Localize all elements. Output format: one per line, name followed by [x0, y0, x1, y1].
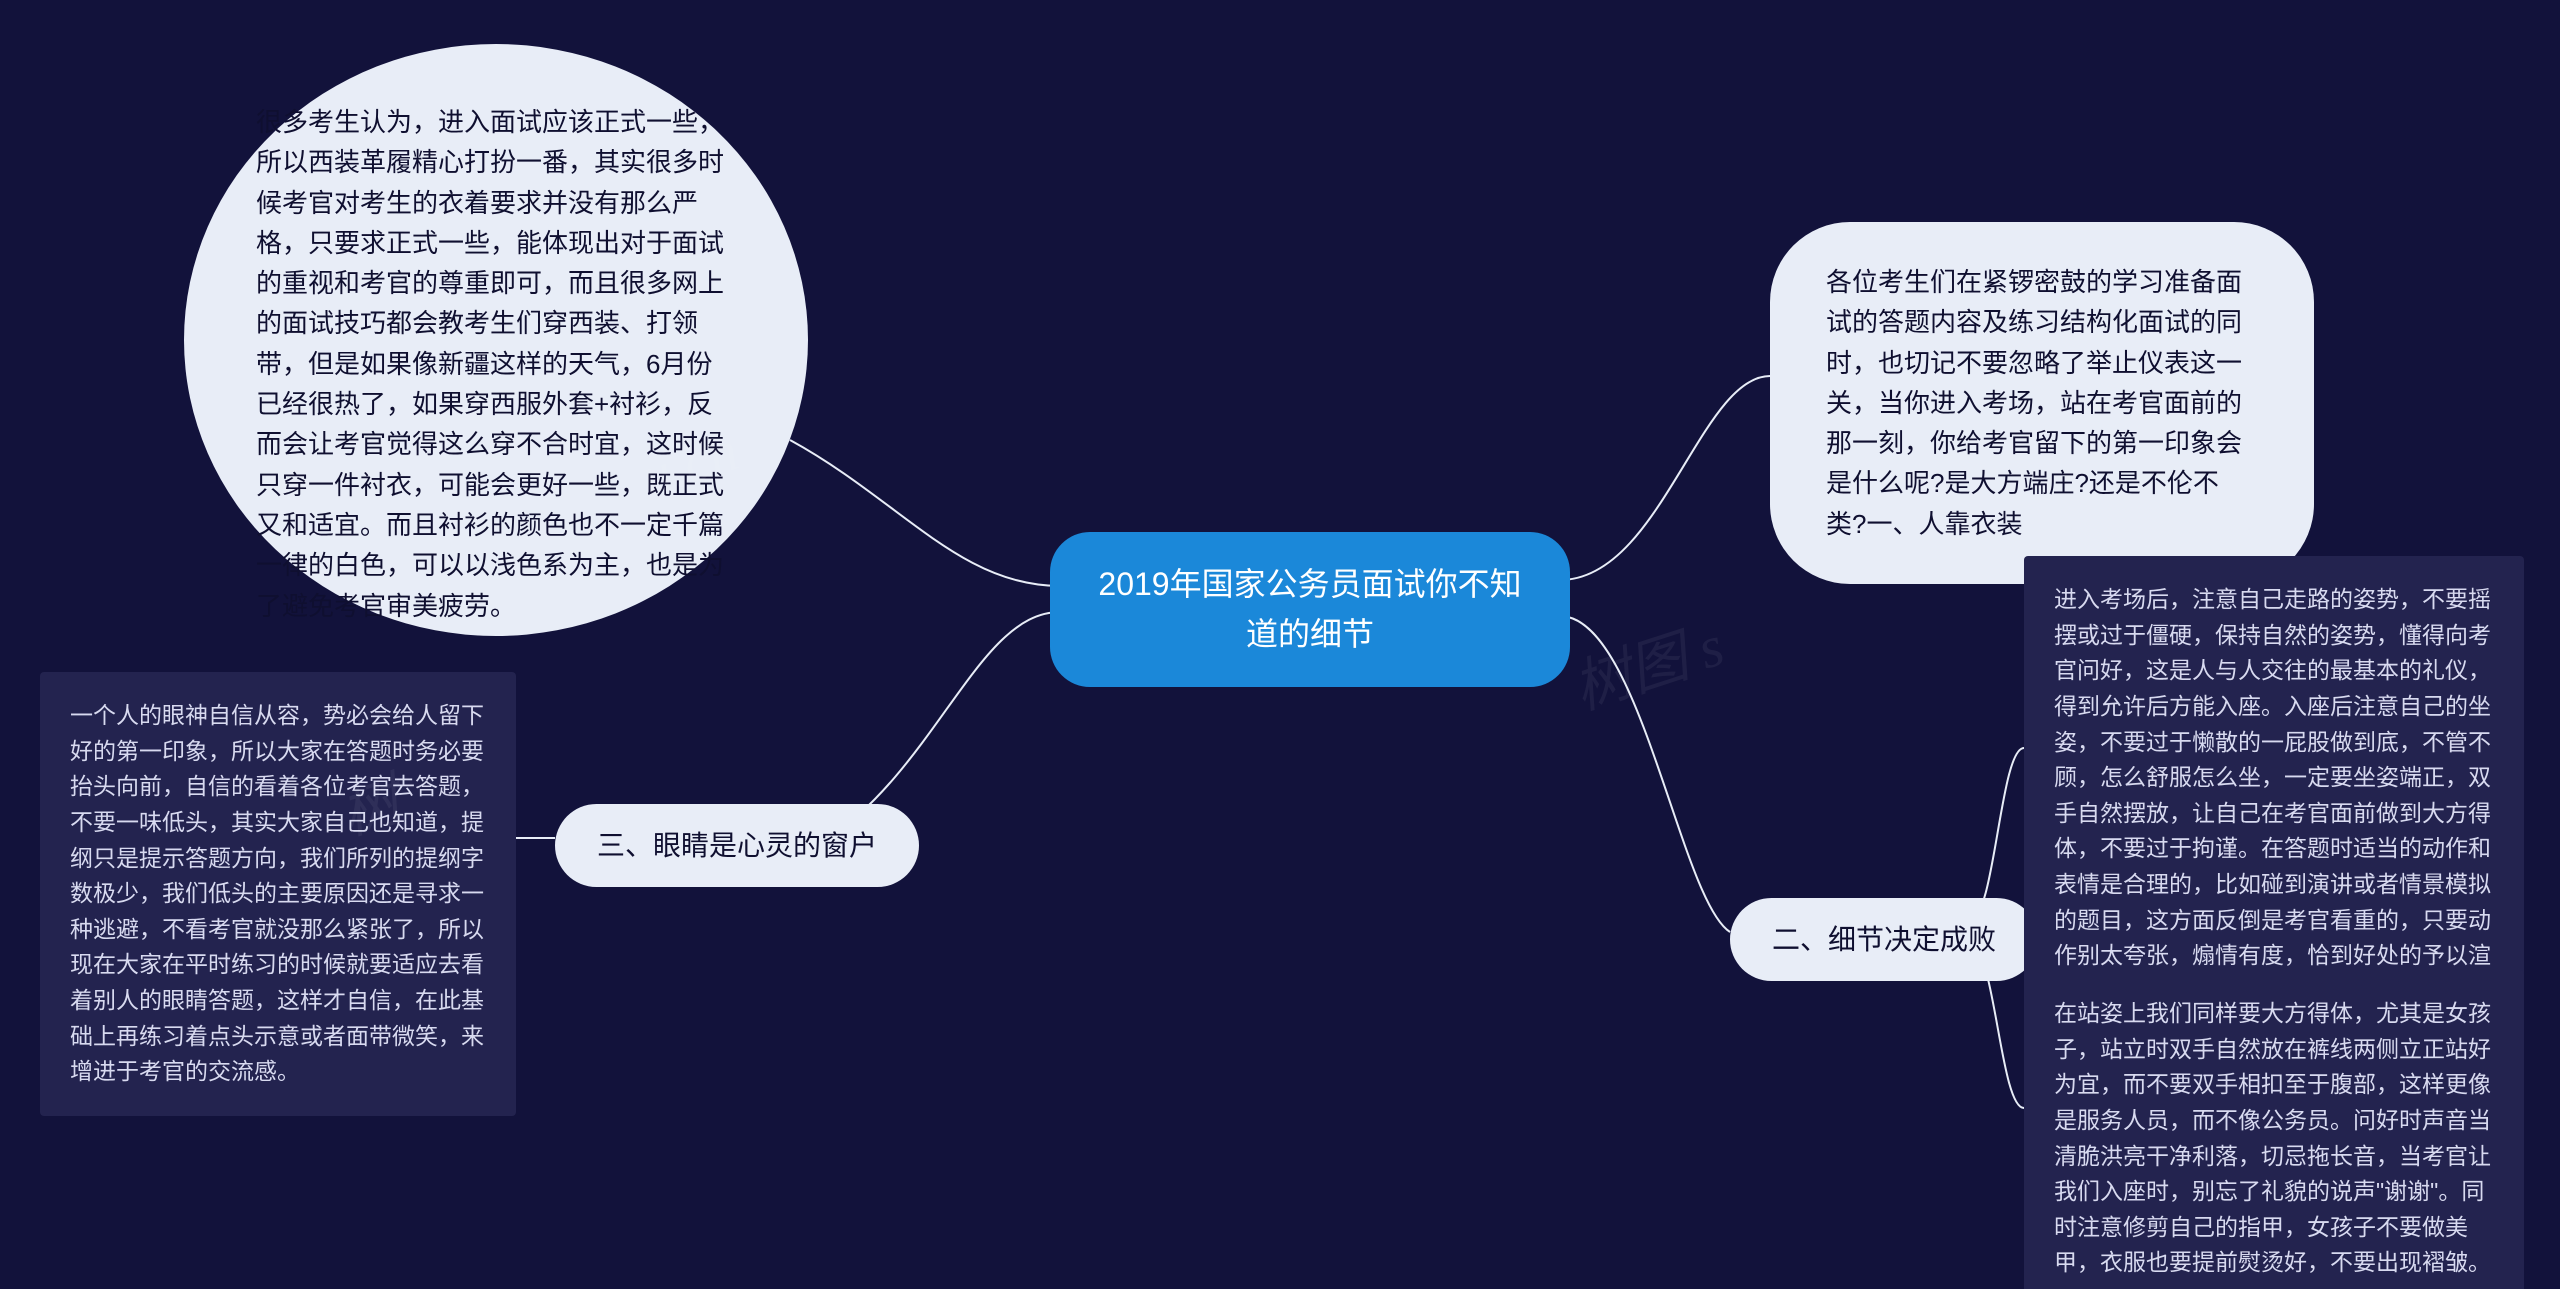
- leaf-left-bottom-1[interactable]: 一个人的眼神自信从容，势必会给人留下好的第一印象，所以大家在答题时务必要抬头向前…: [40, 672, 516, 1116]
- leaf-right-top[interactable]: 各位考生们在紧锣密鼓的学习准备面试的答题内容及练习结构化面试的同时，也切记不要忽…: [1770, 222, 2314, 584]
- center-topic[interactable]: 2019年国家公务员面试你不知道的细节: [1050, 532, 1570, 687]
- leaf-right-bottom-2[interactable]: 在站姿上我们同样要大方得体，尤其是女孩子，站立时双手自然放在裤线两侧立正站好为宜…: [2024, 970, 2524, 1289]
- leaf-left-top[interactable]: 很多考生认为，进入面试应该正式一些，所以西装革履精心打扮一番，其实很多时候考官对…: [184, 44, 808, 636]
- branch-right-bottom[interactable]: 二、细节决定成败: [1730, 898, 2038, 981]
- mindmap-canvas: 2019年国家公务员面试你不知道的细节 很多考生认为，进入面试应该正式一些，所以…: [0, 0, 2560, 1289]
- leaf-right-bottom-1[interactable]: 进入考场后，注意自己走路的姿势，不要摇摆或过于僵硬，保持自然的姿势，懂得向考官问…: [2024, 556, 2524, 1036]
- watermark-3: 树图 s: [1561, 598, 1733, 725]
- branch-left-bottom[interactable]: 三、眼睛是心灵的窗户: [555, 804, 919, 887]
